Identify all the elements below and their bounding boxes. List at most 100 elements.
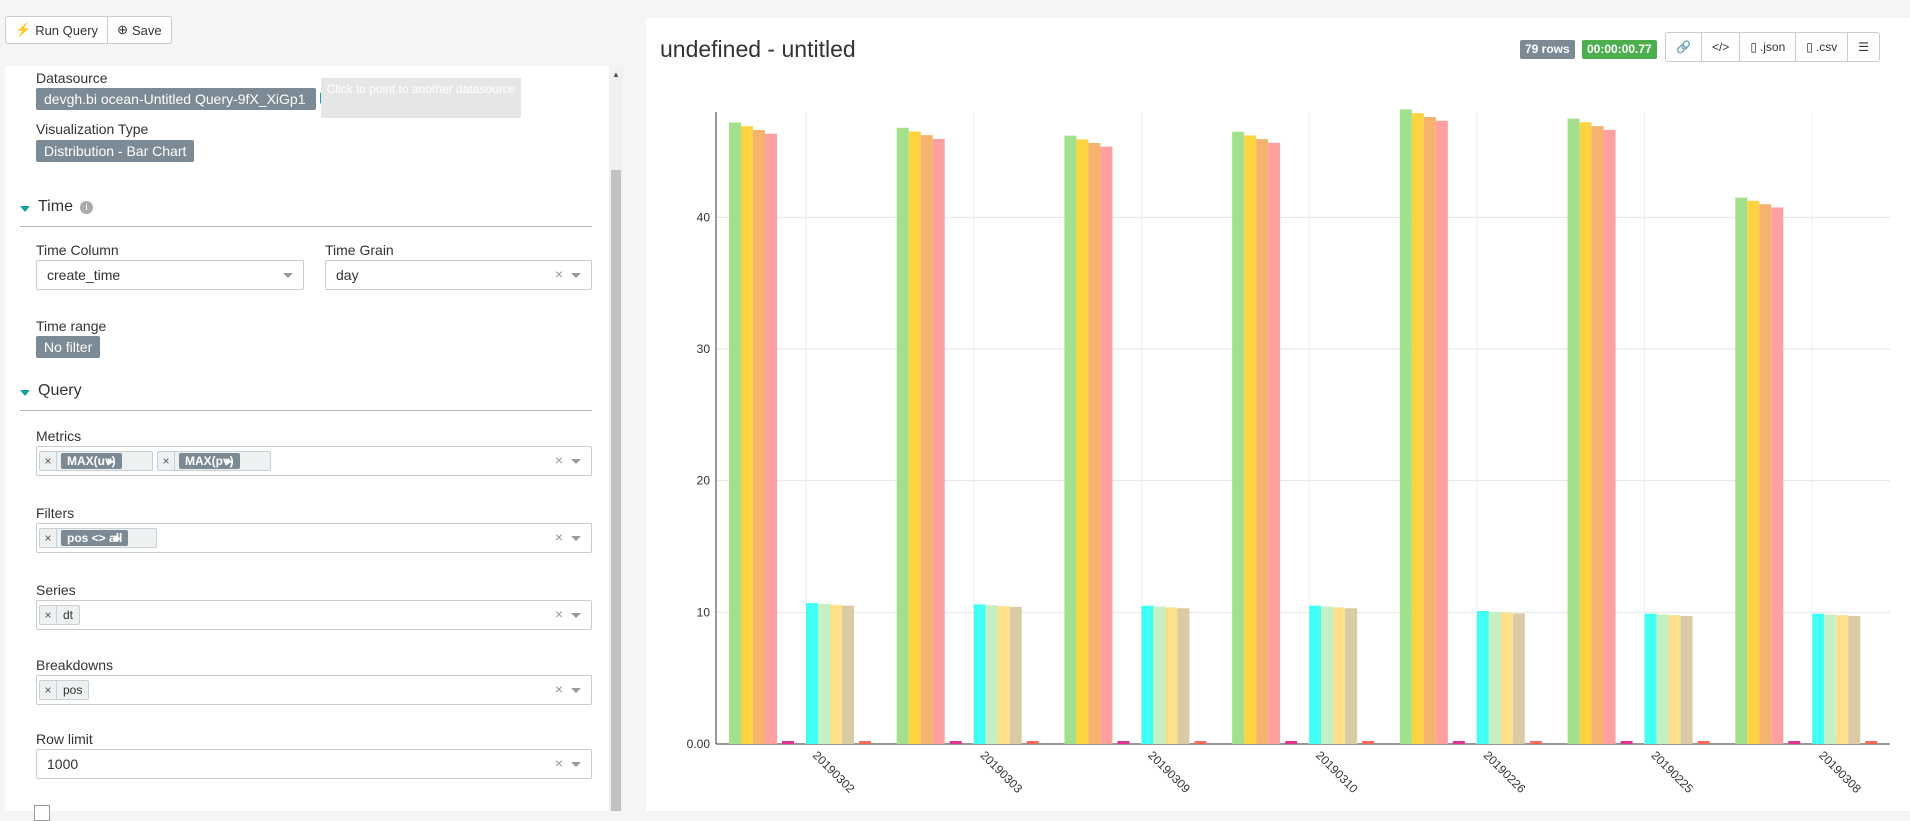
bar[interactable]	[1788, 741, 1801, 744]
bar[interactable]	[1177, 608, 1190, 744]
bar[interactable]	[1256, 139, 1269, 745]
scroll-up-icon[interactable]: ▲	[612, 70, 620, 79]
bar[interactable]	[1771, 207, 1784, 744]
bar[interactable]	[1088, 142, 1101, 744]
checkbox[interactable]	[34, 805, 50, 821]
bar[interactable]	[830, 604, 842, 744]
json-button[interactable]: ▯ .json	[1739, 32, 1797, 62]
bar[interactable]	[859, 741, 871, 744]
bar[interactable]	[1268, 142, 1281, 744]
bar[interactable]	[1309, 605, 1322, 744]
series-select[interactable]: × dt ×	[36, 600, 592, 630]
bar[interactable]	[1656, 614, 1669, 744]
bar[interactable]	[896, 127, 909, 745]
bar[interactable]	[1100, 146, 1113, 744]
viz-type-value[interactable]: Distribution - Bar Chart	[36, 140, 195, 162]
bar[interactable]	[1620, 741, 1633, 744]
embed-button[interactable]: </>	[1700, 32, 1741, 62]
bar[interactable]	[1824, 614, 1837, 744]
bar[interactable]	[729, 122, 741, 745]
filters-select[interactable]: × pos <> all ▶ ×	[36, 523, 592, 553]
bar[interactable]	[985, 605, 998, 744]
bar[interactable]	[1194, 741, 1207, 744]
bar[interactable]	[997, 606, 1010, 744]
time-section-header[interactable]: Time i	[20, 198, 592, 227]
bar[interactable]	[1285, 741, 1298, 744]
bar[interactable]	[908, 131, 921, 744]
bar[interactable]	[1232, 131, 1245, 744]
metrics-select[interactable]: × MAX(uv) ▶ × MAX(pv) ▶ ×	[36, 446, 592, 476]
breakdowns-select[interactable]: × pos ×	[36, 675, 592, 705]
series-chip[interactable]: × dt	[39, 605, 81, 625]
bar[interactable]	[1865, 741, 1878, 744]
bar[interactable]	[818, 603, 830, 744]
link-button[interactable]: 🔗	[1665, 32, 1702, 62]
bar[interactable]	[806, 603, 818, 744]
bar[interactable]	[1476, 611, 1489, 744]
remove-icon[interactable]: ×	[40, 452, 57, 470]
bar[interactable]	[1423, 116, 1436, 744]
bar[interactable]	[1435, 120, 1448, 745]
time-range-value[interactable]: No filter	[36, 336, 101, 358]
remove-icon[interactable]: ×	[40, 606, 57, 624]
bar[interactable]	[920, 135, 933, 744]
bar[interactable]	[932, 138, 945, 744]
bar[interactable]	[1141, 605, 1154, 744]
bar[interactable]	[741, 126, 753, 744]
bar[interactable]	[1076, 139, 1089, 744]
remove-icon[interactable]: ×	[40, 681, 57, 699]
panel-scrollbar-thumb[interactable]	[611, 170, 621, 811]
time-column-select[interactable]: create_time	[36, 260, 304, 290]
row-limit-select[interactable]: 1000 ×	[36, 749, 592, 779]
query-section-header[interactable]: Query	[20, 382, 592, 411]
bar[interactable]	[1488, 611, 1501, 744]
bar[interactable]	[1333, 607, 1346, 744]
info-icon[interactable]: i	[80, 201, 93, 214]
clear-icon[interactable]: ×	[554, 452, 563, 468]
bar[interactable]	[1244, 135, 1257, 745]
bar[interactable]	[1697, 741, 1710, 744]
time-grain-select[interactable]: day ×	[325, 260, 592, 290]
bar[interactable]	[1399, 109, 1412, 744]
bar[interactable]	[1567, 118, 1580, 745]
bar[interactable]	[1321, 606, 1334, 744]
bar[interactable]	[1812, 613, 1825, 744]
datasource-value[interactable]: devgh.bi ocean-Untitled Query-9fX_XiGp1	[36, 88, 316, 110]
run-query-button[interactable]: ⚡ Run Query	[5, 16, 109, 44]
menu-button[interactable]: ☰	[1847, 32, 1880, 62]
clear-icon[interactable]: ×	[554, 681, 563, 697]
bar[interactable]	[1165, 607, 1178, 744]
bar[interactable]	[1411, 113, 1424, 745]
bar[interactable]	[973, 604, 986, 744]
bar[interactable]	[1747, 200, 1760, 745]
bar[interactable]	[1512, 613, 1525, 744]
bar[interactable]	[949, 741, 962, 744]
metric-chip[interactable]: × MAX(pv) ▶	[157, 451, 271, 471]
bar[interactable]	[1579, 122, 1592, 745]
filter-chip[interactable]: × pos <> all ▶	[39, 528, 157, 548]
clear-icon[interactable]: ×	[554, 266, 563, 282]
bar[interactable]	[1009, 606, 1022, 744]
clear-icon[interactable]: ×	[554, 606, 563, 622]
bar[interactable]	[1735, 197, 1748, 744]
clear-icon[interactable]: ×	[554, 529, 563, 545]
metric-chip[interactable]: × MAX(uv) ▶	[39, 451, 153, 471]
csv-button[interactable]: ▯ .csv	[1795, 32, 1849, 62]
bar[interactable]	[1026, 741, 1039, 744]
bar[interactable]	[1064, 135, 1077, 744]
bar[interactable]	[1500, 612, 1513, 744]
bar[interactable]	[1759, 204, 1772, 745]
bar[interactable]	[1591, 126, 1604, 745]
bar[interactable]	[1848, 615, 1861, 744]
bar[interactable]	[782, 741, 794, 744]
bar[interactable]	[765, 133, 777, 744]
breakdown-chip[interactable]: × pos	[39, 680, 90, 700]
bar[interactable]	[753, 129, 765, 744]
bar[interactable]	[1668, 615, 1681, 744]
save-button[interactable]: ⊕ Save	[108, 16, 172, 44]
bar[interactable]	[1603, 129, 1616, 745]
bar[interactable]	[1362, 741, 1375, 744]
bar[interactable]	[1680, 615, 1693, 744]
bar[interactable]	[842, 605, 854, 744]
bar[interactable]	[1345, 608, 1358, 744]
